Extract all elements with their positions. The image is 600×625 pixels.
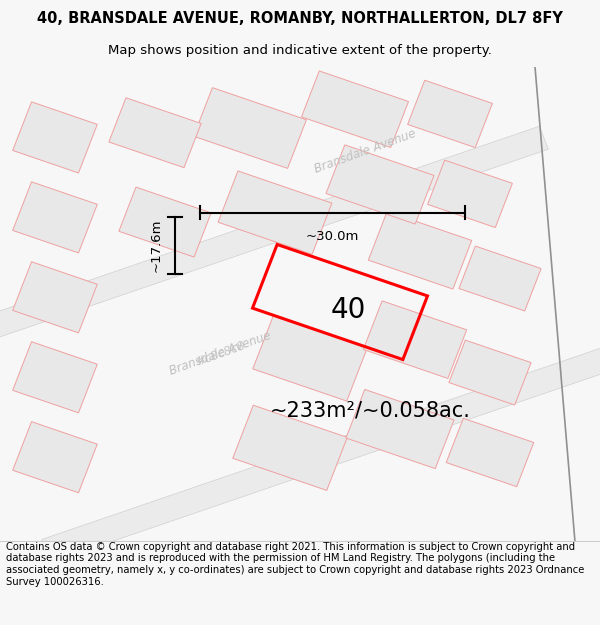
Text: #c8c8c8: #c8c8c8 (193, 339, 247, 369)
Polygon shape (0, 126, 548, 374)
Polygon shape (13, 422, 97, 492)
Text: 40: 40 (331, 296, 365, 324)
Text: Bransdale Avenue: Bransdale Avenue (167, 329, 272, 378)
Polygon shape (13, 182, 97, 253)
Polygon shape (41, 314, 600, 562)
Polygon shape (368, 211, 472, 289)
Polygon shape (13, 262, 97, 333)
Polygon shape (233, 405, 347, 491)
Polygon shape (194, 88, 307, 168)
Polygon shape (326, 145, 434, 224)
Polygon shape (346, 389, 454, 469)
Polygon shape (459, 246, 541, 311)
Text: Map shows position and indicative extent of the property.: Map shows position and indicative extent… (108, 44, 492, 57)
Polygon shape (428, 160, 512, 228)
Text: Contains OS data © Crown copyright and database right 2021. This information is : Contains OS data © Crown copyright and d… (6, 542, 584, 587)
Polygon shape (446, 418, 534, 487)
Text: 40, BRANSDALE AVENUE, ROMANBY, NORTHALLERTON, DL7 8FY: 40, BRANSDALE AVENUE, ROMANBY, NORTHALLE… (37, 11, 563, 26)
Polygon shape (407, 80, 493, 148)
Text: ~233m²/~0.058ac.: ~233m²/~0.058ac. (269, 400, 470, 420)
Text: ~17.6m: ~17.6m (150, 219, 163, 272)
Polygon shape (119, 187, 211, 257)
Polygon shape (301, 71, 409, 148)
Polygon shape (13, 102, 97, 173)
Text: Bransdale Avenue: Bransdale Avenue (313, 127, 418, 176)
Polygon shape (109, 98, 201, 168)
Polygon shape (449, 340, 531, 405)
Polygon shape (253, 316, 367, 401)
Text: ~30.0m: ~30.0m (306, 229, 359, 242)
Polygon shape (364, 301, 467, 378)
Polygon shape (218, 171, 332, 254)
Polygon shape (13, 342, 97, 413)
